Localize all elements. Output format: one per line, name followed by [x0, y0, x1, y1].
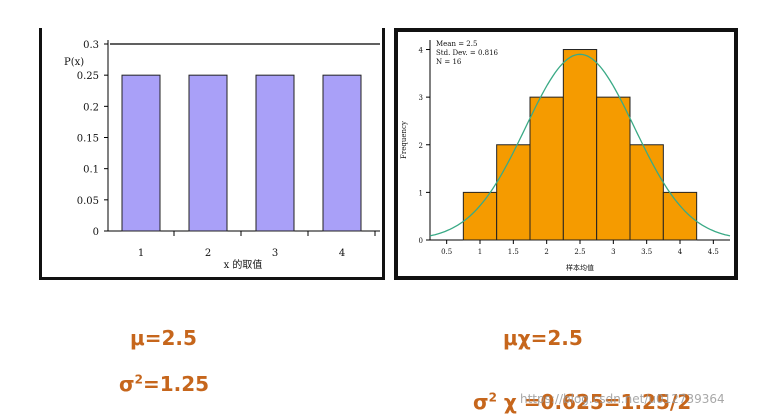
- y-axis-label: P(x): [64, 57, 84, 68]
- y-tick-label: 0.2: [83, 102, 99, 113]
- y-tick-label: 0.05: [77, 196, 99, 207]
- y-tick-label: 0.25: [77, 71, 99, 82]
- stats-label: Std. Dev. = 0.816: [436, 49, 499, 57]
- histogram-bar: [562, 49, 598, 241]
- formula-mu: μ=2.5: [130, 326, 197, 350]
- bar: [121, 74, 161, 232]
- stats-label: Mean = 2.5: [436, 40, 477, 48]
- chi-symbol: χ: [496, 390, 524, 414]
- histogram-bar: [462, 191, 498, 241]
- bar: [322, 74, 362, 232]
- formula-mu-x: μχ=2.5: [503, 326, 583, 350]
- x-axis-label: 样本均值: [566, 263, 594, 272]
- histogram-bar: [662, 191, 698, 241]
- x-tick-label: 1.5: [508, 248, 519, 256]
- x-tick-label: 1: [478, 248, 482, 256]
- bar: [188, 74, 228, 232]
- x-tick-label: 2: [544, 248, 548, 256]
- right-chart-panel: 0 1 2 3 4 0.5 1 1.5 2 2.5 3 3.5 4 4.5 样本均值 Frequency Mea…: [394, 28, 738, 280]
- y-tick-label: 0.3: [83, 40, 99, 51]
- x-tick-label: 2.5: [574, 248, 585, 256]
- sigma-squared-x-value: =0.625=1.25/2: [523, 390, 692, 414]
- x-tick-label: 3.5: [641, 248, 652, 256]
- y-tick-label: 2: [419, 142, 423, 150]
- uniform-distribution-chart: 0 0.05 0.1 0.15 0.2 0.25 0.3 P(x) 1 2 3 4 x 的取值: [64, 40, 380, 271]
- normal-curve: [429, 53, 731, 237]
- formula-sigma-squared: σ2=1.25: [119, 372, 209, 396]
- histogram-bar: [596, 96, 631, 241]
- x-tick-label: 4: [339, 248, 345, 259]
- sigma-squared-value: =1.25: [142, 372, 210, 396]
- left-chart-panel: 0 0.05 0.1 0.15 0.2 0.25 0.3 P(x) 1 2 3 4 x 的取值: [39, 28, 385, 280]
- x-tick-label: 1: [138, 248, 144, 259]
- x-tick-label: 3: [611, 248, 615, 256]
- formula-sigma-squared-x: σ2 χ =0.625=1.25/2: [473, 390, 691, 414]
- y-axis-label: Frequency: [400, 121, 408, 159]
- superscript-2: 2: [488, 390, 497, 405]
- sampling-distribution-histogram: 0 1 2 3 4 0.5 1 1.5 2 2.5 3 3.5 4 4.5 样本均值 Frequency Mea…: [398, 32, 734, 276]
- x-tick-label: 3: [272, 248, 278, 259]
- histogram-bar: [496, 144, 531, 241]
- x-axis-label: x 的取值: [224, 258, 263, 271]
- sigma-symbol: σ: [473, 390, 489, 414]
- x-tick-label: 4.5: [708, 248, 719, 256]
- y-tick-label: 0: [419, 237, 423, 245]
- sigma-symbol: σ: [119, 372, 135, 396]
- superscript-2: 2: [134, 372, 143, 387]
- histogram-bar: [529, 96, 564, 241]
- y-tick-label: 3: [419, 94, 423, 102]
- x-tick-label: 4: [678, 248, 683, 256]
- x-tick-label: 0.5: [441, 248, 452, 256]
- y-tick-label: 0.1: [83, 165, 99, 176]
- y-tick-label: 4: [419, 47, 424, 55]
- y-tick-label: 1: [419, 189, 423, 197]
- watermark: https://blog.csdn.net/u012739364: [520, 392, 725, 406]
- y-tick-label: 0: [93, 227, 99, 238]
- bar: [255, 74, 295, 232]
- x-tick-label: 2: [205, 248, 211, 259]
- y-tick-label: 0.15: [77, 134, 99, 145]
- stats-label: N = 16: [436, 58, 462, 66]
- histogram-bar: [629, 144, 664, 241]
